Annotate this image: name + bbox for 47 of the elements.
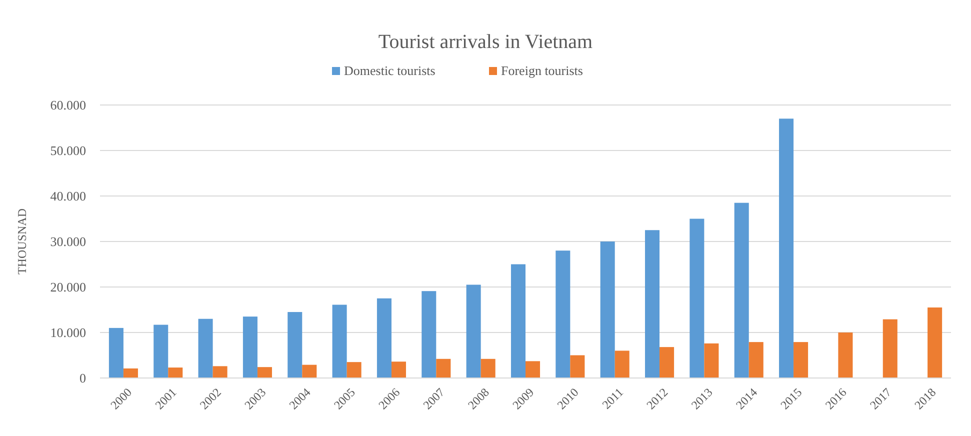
- bar: [480, 358, 496, 378]
- bar: [436, 358, 451, 378]
- bar: [660, 347, 674, 378]
- y-tick-label: 10.000: [50, 325, 86, 340]
- bar: [644, 230, 660, 378]
- bar: [332, 304, 347, 378]
- bar: [779, 118, 794, 378]
- x-tick-label: 2011: [599, 385, 626, 412]
- bar: [346, 362, 362, 378]
- bar: [257, 367, 272, 378]
- y-tick-label: 50.000: [50, 143, 86, 158]
- bar: [108, 328, 124, 378]
- bar: [466, 284, 481, 378]
- bar: [526, 361, 540, 378]
- bar: [614, 350, 630, 378]
- bar: [123, 368, 138, 378]
- bar: [928, 307, 942, 378]
- bar: [510, 264, 526, 378]
- bar: [734, 202, 749, 378]
- y-tick-label: 30.000: [50, 234, 86, 250]
- bar: [556, 250, 570, 378]
- legend-label: Foreign tourists: [501, 63, 583, 78]
- bar: [422, 291, 436, 378]
- bar: [242, 316, 258, 378]
- bar: [882, 319, 898, 378]
- bar: [690, 218, 704, 378]
- bar: [288, 312, 302, 378]
- y-axis-title: THOUSNAD: [15, 208, 29, 274]
- bar: [376, 298, 392, 378]
- bar: [391, 362, 406, 378]
- bar: [838, 332, 853, 378]
- y-tick-label: 60.000: [50, 98, 86, 113]
- bar: [570, 355, 585, 378]
- y-tick-label: 0: [80, 370, 86, 386]
- bar: [302, 364, 317, 378]
- bar: [198, 318, 213, 378]
- bar: [704, 343, 719, 378]
- legend-label: Domestic tourists: [344, 63, 436, 78]
- bar: [794, 342, 808, 378]
- chart-title: Tourist arrivals in Vietnam: [378, 31, 594, 53]
- bar: [168, 368, 183, 378]
- y-tick-label: 40.000: [50, 188, 86, 204]
- y-tick-label: 20.000: [50, 280, 86, 295]
- bar: [154, 324, 168, 378]
- bar: [212, 366, 228, 378]
- bar: [748, 342, 764, 378]
- bar: [600, 242, 615, 378]
